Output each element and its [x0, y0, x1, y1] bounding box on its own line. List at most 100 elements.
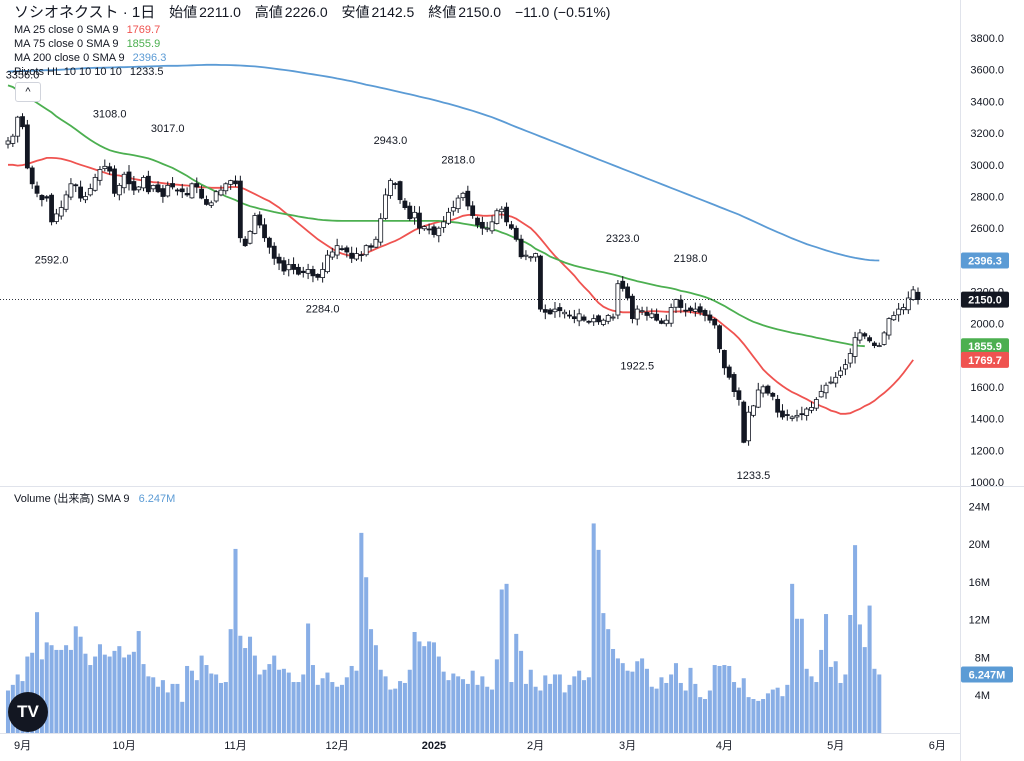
candle-body: [344, 247, 350, 253]
candle-body: [126, 171, 132, 185]
candle-body: [881, 332, 887, 345]
candle-body: [586, 320, 592, 323]
candle-body: [237, 180, 243, 239]
volume-bar: [417, 641, 422, 733]
candle-body: [736, 390, 742, 400]
candle-body: [300, 270, 306, 274]
candle-body: [910, 289, 916, 300]
indicator-ma75[interactable]: MA 75 close 0 SMA 9 1855.9: [14, 37, 160, 51]
volume-bar: [194, 680, 199, 733]
candle-body: [247, 230, 253, 244]
candle-body: [465, 190, 471, 207]
candle-body: [78, 186, 84, 199]
indicator-pivots[interactable]: Pivots HL 10 10 10 10 1233.5: [14, 65, 164, 79]
volume-bar: [567, 684, 572, 733]
volume-bar: [354, 670, 359, 733]
volume-bar: [117, 646, 122, 733]
tradingview-logo-icon[interactable]: TV: [8, 692, 48, 732]
time-axis-tick: 6月: [929, 740, 946, 752]
candle-body: [15, 116, 21, 137]
volume-bar: [838, 682, 843, 733]
candle-body: [276, 256, 282, 264]
candle-body: [431, 226, 437, 235]
volume-bar: [557, 674, 562, 733]
pivot-label: 2284.0: [306, 303, 340, 315]
volume-bar: [126, 654, 132, 733]
pivot-label: 2323.0: [606, 233, 640, 245]
volume-bar: [325, 672, 330, 733]
volume-bar: [635, 661, 640, 733]
volume-bar: [451, 673, 456, 733]
candle-body: [659, 320, 664, 324]
price-axis-tick: 3000.0: [970, 160, 1004, 172]
candle-body: [475, 217, 480, 226]
candle-body: [141, 177, 146, 189]
volume-bar: [867, 605, 872, 733]
candle-body: [707, 314, 713, 321]
candle-body: [596, 315, 601, 323]
candle-body: [639, 310, 645, 313]
candle-body: [591, 318, 597, 323]
volume-bar: [131, 651, 136, 733]
candle-body: [760, 386, 766, 394]
volume-legend[interactable]: Volume (出来高) SMA 9 6.247M: [14, 492, 175, 506]
volume-bar: [427, 641, 432, 733]
price-badge: [961, 252, 1009, 269]
candle-body: [852, 337, 858, 357]
candle-body: [717, 325, 722, 350]
collapse-legend-icon[interactable]: ^: [15, 82, 41, 102]
candle-body: [654, 313, 660, 321]
volume-bar: [286, 672, 291, 733]
candle-body: [44, 196, 50, 199]
candle-body: [562, 311, 568, 315]
volume-bar: [267, 664, 272, 733]
candle-body: [24, 124, 30, 169]
candle-body: [775, 398, 781, 413]
volume-bar: [514, 633, 519, 733]
volume-bar: [83, 653, 88, 733]
candle-body: [208, 202, 214, 206]
volume-bar: [277, 669, 282, 733]
volume-bar: [809, 676, 814, 733]
candle-body: [644, 312, 650, 316]
high-value: 2226.0: [284, 4, 328, 20]
volume-bar: [848, 615, 853, 733]
candle-body: [905, 297, 911, 311]
volume-bar: [431, 642, 436, 733]
candle-body: [34, 185, 40, 194]
symbol-title[interactable]: ソシオネクスト · 1日: [14, 4, 156, 21]
candle-body: [426, 228, 432, 231]
candle-body: [363, 245, 369, 256]
volume-bar: [310, 665, 315, 733]
volume-bar: [107, 656, 112, 733]
time-axis-tick: 3月: [619, 740, 636, 752]
volume-bar: [790, 583, 795, 733]
volume-bar: [402, 682, 407, 733]
candle-body: [818, 391, 824, 398]
change-value: −11.0 (−0.51%): [514, 4, 611, 20]
volume-bar: [490, 689, 495, 733]
indicator-ma25[interactable]: MA 25 close 0 SMA 9 1769.7: [14, 23, 160, 37]
pivot-label: 2592.0: [35, 254, 69, 266]
candle-body: [668, 307, 674, 324]
candle-body: [625, 286, 630, 299]
candle-body: [204, 199, 209, 205]
pivot-label: 3017.0: [151, 123, 185, 135]
candle-body: [828, 381, 834, 384]
volume-bar: [857, 624, 862, 733]
candle-body: [213, 191, 219, 202]
candle-body: [63, 194, 69, 210]
indicator-value: 1769.7: [126, 24, 161, 36]
volume-bar: [562, 692, 567, 733]
indicator-ma200[interactable]: MA 200 close 0 SMA 9 2396.3: [14, 51, 166, 65]
volume-bar: [175, 683, 180, 733]
candle-body: [799, 413, 805, 416]
volume-bar: [218, 682, 223, 733]
candle-body: [470, 205, 476, 216]
candle-body: [199, 188, 205, 199]
volume-bar: [615, 658, 620, 733]
candle-body: [257, 214, 263, 226]
volume-bar: [799, 618, 804, 733]
volume-bar: [833, 661, 838, 733]
